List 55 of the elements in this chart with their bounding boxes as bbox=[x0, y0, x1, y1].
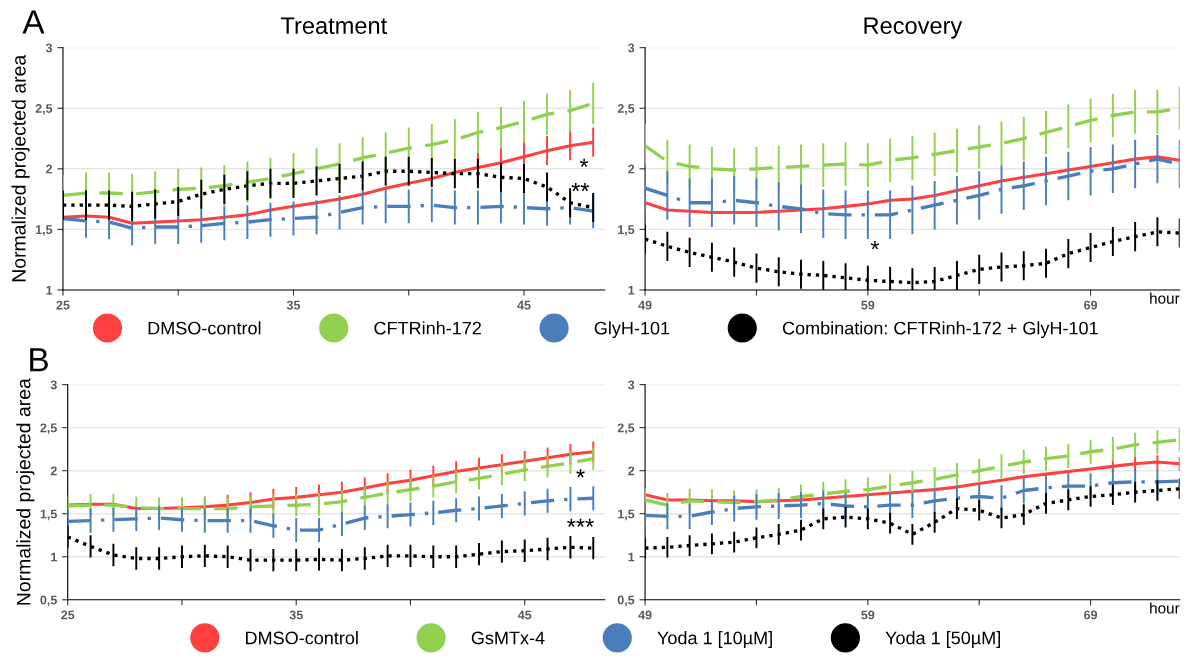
y-tick-label: 3 bbox=[628, 380, 635, 390]
y-tick-label: 1,5 bbox=[618, 225, 635, 236]
y-tick-label: 1 bbox=[628, 285, 635, 295]
legend-label: GlyH-101 bbox=[594, 321, 670, 339]
x-tick-label: 69 bbox=[1084, 610, 1098, 620]
legend-label: Yoda 1 [10µM] bbox=[657, 631, 772, 648]
chart-title: Recovery bbox=[864, 17, 963, 39]
y-tick-label: 1 bbox=[628, 552, 635, 562]
y-tick-label: 1 bbox=[46, 285, 53, 295]
y-tick-label: 2,5 bbox=[617, 104, 635, 115]
x-tick-label: 49 bbox=[638, 610, 652, 620]
annotation: *** bbox=[567, 518, 594, 527]
y-tick-label: 1,5 bbox=[618, 509, 635, 521]
x-axis-title: hour bbox=[1150, 602, 1180, 614]
y-tick-label: 2,5 bbox=[617, 423, 635, 435]
y-tick-label: 1 bbox=[51, 552, 57, 562]
y-axis-title: Normalized projected area bbox=[11, 54, 30, 282]
x-tick-label: 25 bbox=[56, 300, 70, 310]
y-tick-label: 0,5 bbox=[40, 595, 57, 607]
annotation: * bbox=[579, 158, 589, 167]
legend-label: Combination: CFTRinh-172 + GlyH-101 bbox=[782, 321, 1098, 339]
y-tick-label: 1,5 bbox=[35, 225, 53, 236]
x-tick-label: 59 bbox=[861, 300, 875, 310]
x-axis-title: hour bbox=[1150, 292, 1180, 304]
x-tick-label: 49 bbox=[638, 300, 652, 310]
annotation: * bbox=[576, 469, 585, 478]
y-tick-label: 1,5 bbox=[40, 509, 57, 521]
legend-label: DMSO-control bbox=[148, 321, 261, 335]
x-tick-label: 69 bbox=[1084, 300, 1098, 310]
y-tick-label: 3 bbox=[45, 43, 53, 53]
text: A bbox=[22, 10, 45, 34]
legend-label: CFTRinh-172 bbox=[374, 321, 481, 335]
y-tick-label: 2,5 bbox=[40, 423, 57, 435]
x-tick-label: 45 bbox=[517, 610, 532, 620]
y-tick-label: 2 bbox=[46, 164, 53, 174]
text: B bbox=[30, 348, 48, 372]
x-tick-label: 25 bbox=[61, 610, 75, 620]
x-tick-label: 59 bbox=[861, 610, 875, 620]
legend-label: GsMTx-4 bbox=[471, 631, 545, 645]
x-tick-label: 35 bbox=[286, 300, 301, 310]
y-tick-label: 2 bbox=[50, 466, 57, 476]
y-tick-label: 2 bbox=[628, 164, 635, 174]
y-tick-label: 2 bbox=[628, 466, 635, 476]
y-tick-label: 0,5 bbox=[617, 595, 635, 607]
y-tick-label: 2,5 bbox=[35, 104, 53, 115]
x-tick-label: 45 bbox=[517, 300, 531, 310]
annotation: * bbox=[870, 241, 880, 250]
x-tick-label: 35 bbox=[289, 610, 303, 620]
annotation: ** bbox=[571, 182, 590, 192]
y-tick-label: 3 bbox=[50, 380, 57, 390]
y-tick-label: 3 bbox=[628, 43, 635, 53]
chart-title: Treatment bbox=[281, 17, 388, 35]
y-axis-title: Normalized projected area bbox=[16, 378, 35, 605]
legend-label: DMSO-control bbox=[246, 631, 358, 645]
legend-label: Yoda 1 [50µM] bbox=[885, 631, 1000, 648]
